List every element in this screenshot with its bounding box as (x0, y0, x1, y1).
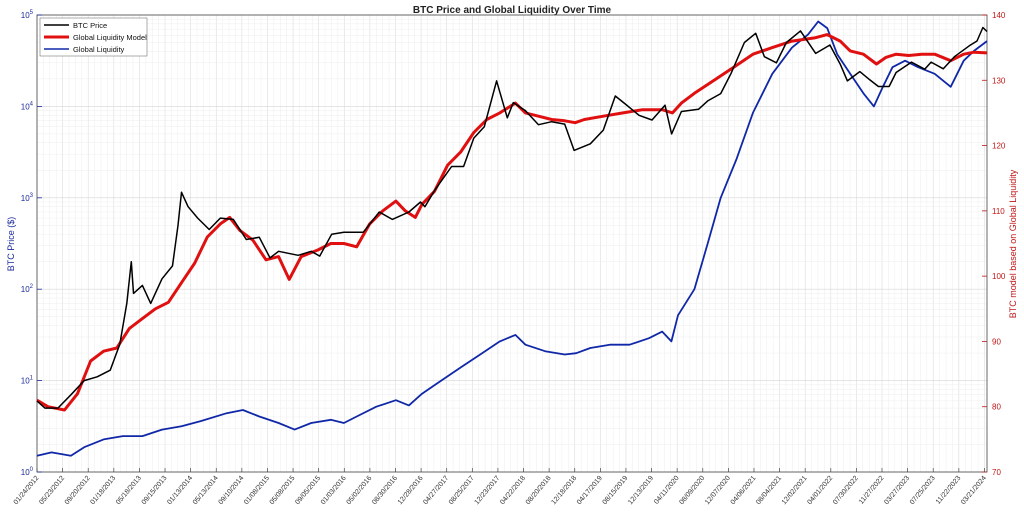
chart-title: BTC Price and Global Liquidity Over Time (413, 5, 612, 16)
x-tick-label: 08/15/2019 (602, 475, 630, 506)
x-tick-label: 12/13/2019 (627, 475, 655, 506)
series-layer (36, 20, 988, 457)
right-tick-label: 80 (992, 403, 1001, 412)
x-tick-label: 09/05/2015 (294, 475, 322, 506)
x-tick-label: 08/09/2020 (678, 475, 706, 506)
plot-area-border (36, 14, 988, 473)
x-tick-label: 12/02/2021 (781, 475, 809, 506)
x-tick-label: 01/08/2015 (243, 475, 271, 506)
x-tick-label: 01/03/2016 (320, 475, 348, 506)
x-tick-label: 08/04/2021 (755, 475, 783, 506)
x-tick-label: 01/24/2012 (13, 475, 41, 506)
x-tick-label: 04/01/2022 (806, 475, 834, 506)
legend-label-global-liquidity-model: Global Liquidity Model (73, 33, 147, 42)
x-tick-label: 05/13/2014 (192, 475, 220, 506)
left-tick-label: 102 (21, 284, 34, 294)
x-tick-label: 08/30/2016 (371, 475, 399, 506)
x-tick-label: 01/13/2014 (166, 475, 194, 506)
series-line-global-liquidity (36, 20, 988, 457)
x-tick-label: 12/28/2016 (397, 475, 425, 506)
right-tick-label: 70 (992, 468, 1001, 477)
legend: BTC Price Global Liquidity Model Global … (39, 17, 148, 57)
x-tick-label: 05/23/2012 (38, 475, 66, 506)
right-axis: 70 80 90 100 110 120 130 140 (982, 11, 1006, 477)
x-tick-label: 07/30/2022 (832, 475, 860, 506)
series-line-btc-price (36, 26, 988, 409)
right-tick-label: 110 (992, 207, 1005, 216)
x-tick-label: 09/15/2013 (141, 475, 169, 506)
left-axis-label: BTC Price ($) (6, 217, 16, 272)
x-tick-label: 11/27/2022 (858, 475, 886, 506)
right-tick-label: 100 (992, 272, 1006, 281)
x-axis: 01/24/201205/23/201209/20/201201/18/2013… (13, 468, 988, 506)
right-tick-label: 90 (992, 337, 1001, 346)
legend-label-global-liquidity: Global Liquidity (73, 45, 125, 54)
x-tick-label: 03/27/2023 (883, 475, 911, 506)
left-tick-label: 104 (21, 101, 34, 111)
x-tick-label: 04/22/2018 (499, 475, 527, 506)
left-axis: 100 101 102 103 104 105 (21, 10, 42, 477)
series-line-global-liquidity-model (36, 33, 988, 412)
x-tick-label: 05/18/2013 (115, 475, 143, 506)
left-tick-label: 103 (21, 193, 34, 203)
x-tick-label: 08/25/2017 (448, 475, 476, 506)
x-tick-label: 11/22/2023 (935, 475, 963, 506)
x-tick-label: 07/25/2023 (909, 475, 937, 506)
right-tick-label: 120 (992, 142, 1006, 151)
left-tick-label: 105 (21, 10, 34, 20)
right-axis-label: BTC model based on Global Liquidity (1008, 169, 1018, 318)
x-tick-label: 04/11/2020 (653, 475, 681, 506)
x-tick-label: 05/08/2015 (269, 475, 297, 506)
x-tick-label: 01/18/2013 (89, 475, 117, 506)
left-tick-label: 101 (21, 376, 34, 386)
left-tick-label: 100 (21, 467, 34, 477)
grid-layer (36, 14, 987, 473)
x-tick-label: 03/21/2024 (960, 475, 988, 506)
x-tick-label: 04/27/2017 (422, 475, 450, 506)
x-tick-label: 04/06/2021 (730, 475, 758, 506)
x-tick-label: 12/23/2017 (474, 475, 502, 506)
x-tick-label: 12/07/2020 (704, 475, 732, 506)
x-tick-label: 09/10/2014 (217, 475, 245, 506)
right-tick-label: 130 (992, 76, 1006, 85)
x-tick-label: 05/02/2016 (346, 475, 374, 506)
x-tick-label: 08/20/2018 (525, 475, 553, 506)
right-tick-label: 140 (992, 11, 1006, 20)
x-tick-label: 12/18/2018 (550, 475, 578, 506)
x-tick-label: 04/17/2019 (576, 475, 604, 506)
x-tick-label: 09/20/2012 (64, 475, 92, 506)
legend-label-btc-price: BTC Price (73, 21, 107, 30)
